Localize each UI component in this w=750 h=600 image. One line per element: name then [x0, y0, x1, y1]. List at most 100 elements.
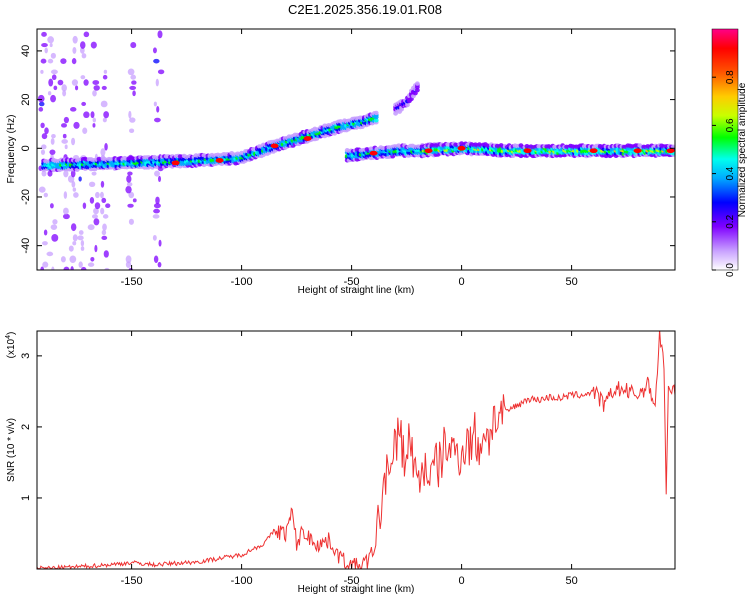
- noise-speck: [78, 230, 84, 235]
- noise-speck: [90, 257, 95, 262]
- noise-speck: [132, 198, 137, 203]
- noise-speck: [42, 241, 48, 246]
- noise-speck: [40, 266, 45, 270]
- noise-speck: [57, 79, 64, 86]
- spectrogram-y-label: Frequency (Hz): [6, 115, 17, 184]
- noise-speck: [155, 78, 159, 87]
- noise-speck: [153, 203, 161, 209]
- noise-speck: [38, 101, 45, 107]
- noise-speck: [128, 191, 135, 199]
- noise-speck: [43, 229, 48, 236]
- noise-speck: [93, 207, 99, 215]
- heat-peak: [666, 148, 675, 154]
- snr-scale-exponent: 4: [5, 335, 12, 339]
- noise-speck: [63, 266, 70, 270]
- noise-speck: [41, 144, 47, 150]
- x-tick-label: 0: [459, 276, 465, 288]
- noise-speck: [153, 208, 160, 214]
- heat-cell: [373, 118, 379, 123]
- noise-speck: [100, 207, 105, 215]
- noise-speck: [41, 31, 47, 37]
- noise-speck: [129, 128, 135, 134]
- noise-speck: [70, 266, 74, 270]
- noise-speck: [126, 182, 133, 187]
- noise-speck: [128, 110, 132, 119]
- noise-speck: [69, 255, 77, 264]
- noise-speck: [63, 169, 69, 178]
- noise-speck: [62, 90, 67, 97]
- noise-speck: [103, 69, 108, 74]
- noise-speck: [70, 107, 77, 112]
- noise-speck: [155, 196, 160, 205]
- noise-speck: [132, 90, 136, 97]
- noise-speck: [68, 245, 74, 252]
- noise-speck: [50, 52, 56, 59]
- noise-speck: [90, 111, 95, 119]
- colorbar-tick-label: 0.4: [725, 166, 736, 180]
- noise-speck: [101, 197, 107, 203]
- noise-speck: [125, 185, 132, 194]
- noise-speck: [83, 79, 89, 86]
- noise-speck: [154, 170, 160, 177]
- noise-speck: [125, 255, 132, 264]
- noise-speck: [47, 36, 54, 44]
- noise-speck: [129, 117, 136, 123]
- noise-speck: [37, 94, 45, 103]
- x-tick-label: 0: [459, 575, 465, 587]
- noise-speck: [158, 175, 162, 182]
- noise-speck: [43, 192, 48, 198]
- noise-speck: [41, 43, 48, 48]
- noise-speck: [80, 239, 85, 247]
- noise-speck: [49, 203, 54, 209]
- noise-speck: [73, 121, 80, 129]
- noise-speck: [127, 68, 135, 76]
- noise-speck: [130, 42, 137, 49]
- noise-speck: [94, 202, 101, 210]
- noise-speck: [90, 41, 97, 49]
- noise-speck: [130, 74, 137, 80]
- chart-title: C2E1.2025.356.19.01.R08: [288, 2, 442, 17]
- noise-speck: [102, 223, 107, 231]
- noise-speck: [152, 47, 157, 54]
- noise-speck: [125, 261, 132, 268]
- noise-speck: [50, 224, 58, 230]
- noise-speck: [52, 219, 58, 225]
- noise-speck: [63, 191, 68, 199]
- noise-speck: [81, 101, 87, 107]
- noise-speck: [40, 69, 44, 74]
- noise-speck: [103, 250, 109, 258]
- noise-speck: [102, 117, 107, 123]
- noise-speck: [72, 47, 77, 54]
- heat-peak: [633, 148, 642, 154]
- noise-speck: [83, 31, 90, 38]
- y-tick-label: -20: [20, 189, 32, 205]
- colorbar-tick-label: 0.8: [725, 70, 736, 84]
- noise-speck: [51, 266, 55, 270]
- noise-speck: [63, 116, 69, 124]
- noise-speck: [92, 123, 96, 128]
- noise-speck: [91, 214, 98, 219]
- noise-speck: [81, 53, 87, 59]
- colorbar-axis: 0.0 0.2 0.4 0.6 0.8: [712, 70, 736, 277]
- x-tick-label: -100: [231, 575, 253, 587]
- colorbar: [711, 28, 739, 271]
- noise-speck: [62, 133, 67, 139]
- heat-peak: [589, 148, 598, 154]
- noise-speck: [104, 142, 108, 151]
- x-tick-label: -50: [344, 276, 360, 288]
- noise-speck: [80, 75, 86, 80]
- noise-speck: [49, 43, 53, 48]
- noise-speck: [131, 80, 137, 85]
- noise-speck: [100, 191, 104, 199]
- y-tick-label: 2: [20, 424, 32, 430]
- x-tick-label: -50: [344, 575, 360, 587]
- noise-speck: [40, 122, 45, 129]
- noise-speck: [91, 171, 97, 176]
- noise-speck: [47, 58, 54, 64]
- noise-speck: [53, 85, 58, 91]
- noise-speck: [93, 85, 100, 91]
- colorbar-label: Normalized spectral amplitude: [737, 82, 748, 217]
- noise-speck: [44, 127, 49, 135]
- noise-speck: [71, 181, 76, 188]
- heat-peak: [457, 145, 466, 151]
